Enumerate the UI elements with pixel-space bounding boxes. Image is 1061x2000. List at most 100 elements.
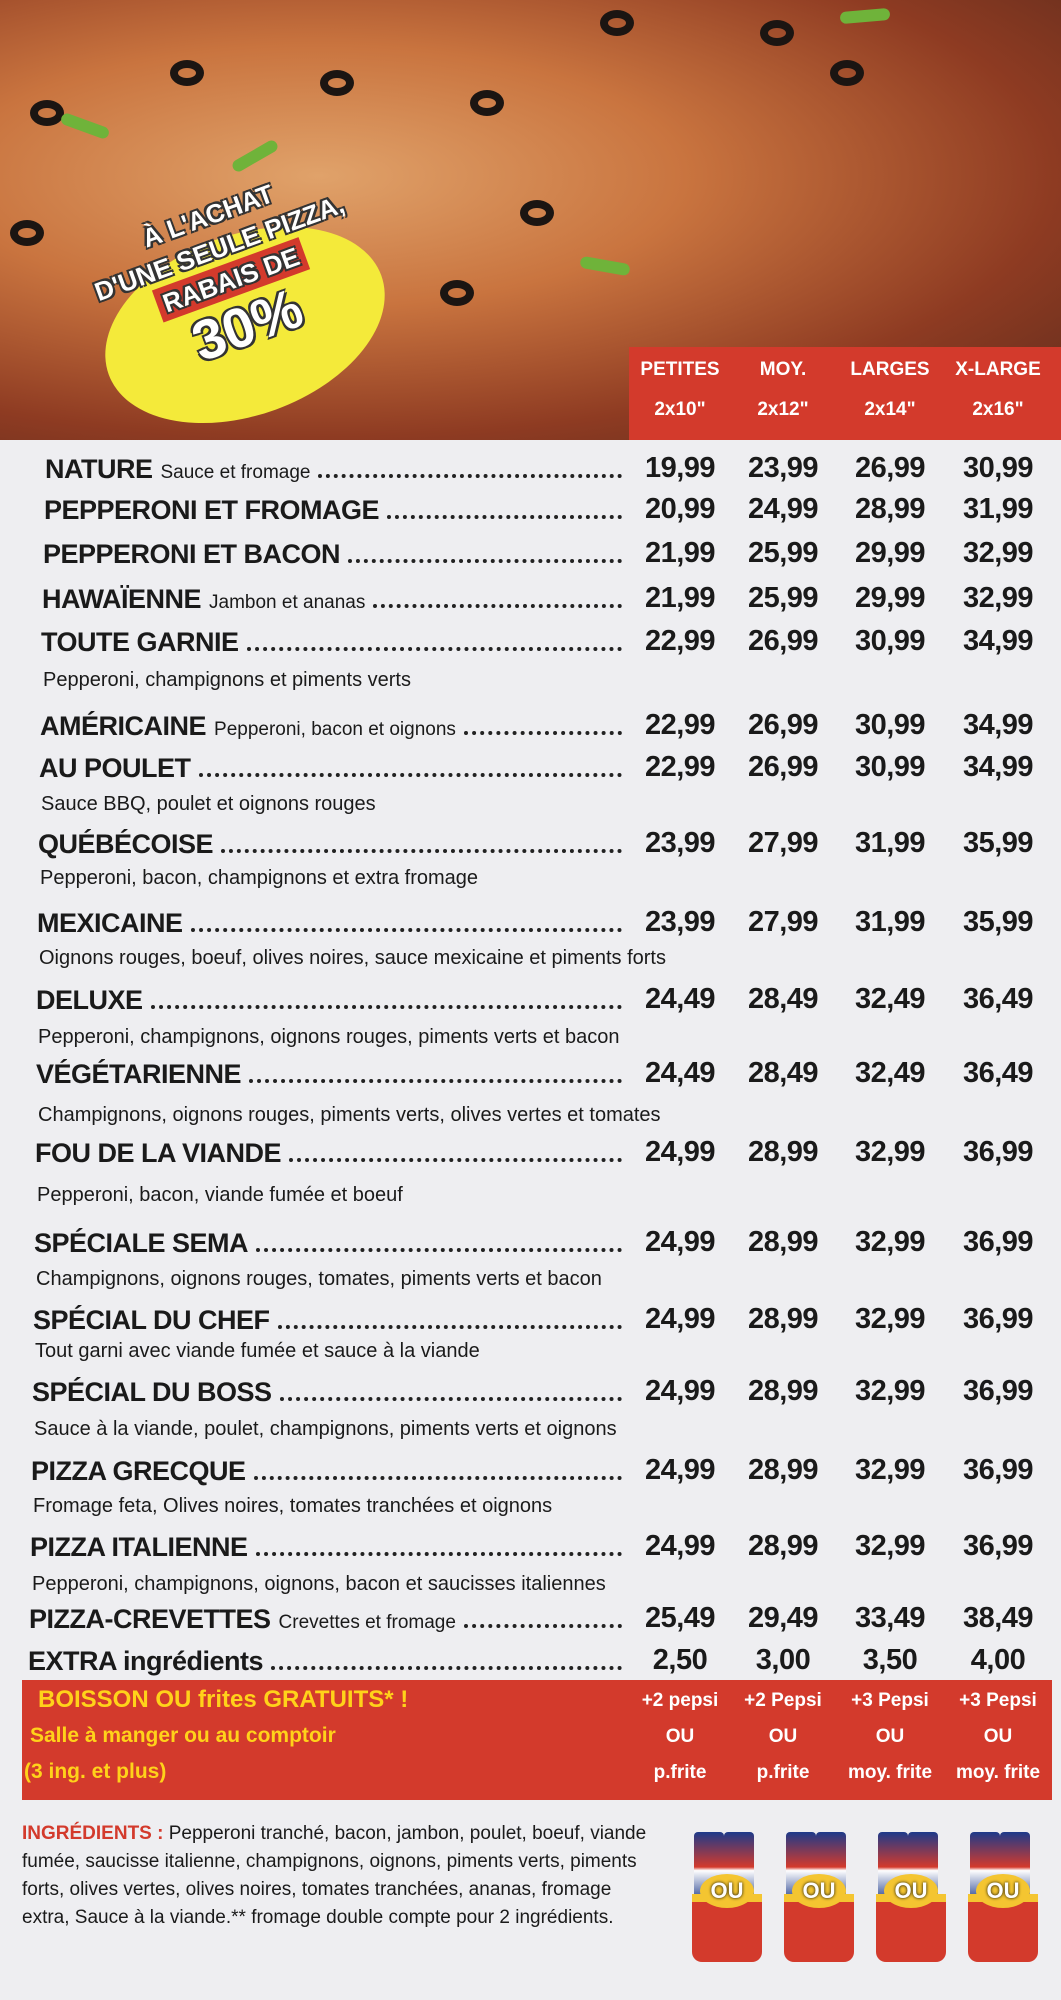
menu-row: MEXICAINE bbox=[37, 908, 628, 939]
leader-dots bbox=[255, 1552, 622, 1557]
price: 2,50 bbox=[652, 1643, 708, 1676]
price: 28,49 bbox=[747, 983, 819, 1016]
menu-row: AMÉRICAINE Pepperoni, bacon et oignons bbox=[40, 711, 628, 742]
price: 19,99 bbox=[644, 451, 716, 484]
menu-row: DELUXE bbox=[36, 985, 628, 1016]
menu-row: VÉGÉTARIENNE bbox=[36, 1059, 628, 1090]
icon-label: OU bbox=[700, 1874, 754, 1908]
price: 3,00 bbox=[755, 1643, 811, 1676]
price: 31,99 bbox=[962, 492, 1034, 525]
price: 34,99 bbox=[962, 751, 1034, 784]
price: 30,99 bbox=[854, 709, 926, 742]
price: 24,99 bbox=[644, 1303, 716, 1336]
price: 26,99 bbox=[747, 751, 819, 784]
leader-dots bbox=[150, 1005, 622, 1010]
item-name: FOU DE LA VIANDE bbox=[35, 1138, 282, 1169]
price: 38,49 bbox=[962, 1601, 1034, 1634]
price: 30,99 bbox=[854, 625, 926, 658]
size-dims: 2x10" bbox=[654, 399, 706, 420]
combo-icon: OU bbox=[782, 1832, 856, 1962]
olive bbox=[30, 100, 64, 126]
price: 34,99 bbox=[962, 625, 1034, 658]
price: 4,00 bbox=[970, 1643, 1026, 1676]
price: 33,49 bbox=[854, 1601, 926, 1634]
item-name: AU POULET bbox=[39, 753, 191, 784]
drink-offer: OU bbox=[768, 1726, 798, 1747]
pepper bbox=[59, 111, 111, 141]
price: 24,99 bbox=[644, 1453, 716, 1486]
item-description: Tout garni avec viande fumée et sauce à … bbox=[35, 1339, 480, 1362]
leader-dots bbox=[253, 1475, 622, 1480]
price: 36,99 bbox=[962, 1303, 1034, 1336]
price: 21,99 bbox=[644, 581, 716, 614]
price: 28,99 bbox=[747, 1530, 819, 1563]
leader-dots bbox=[463, 1623, 622, 1628]
drink-offer: moy. frite bbox=[847, 1762, 933, 1783]
item-description: Fromage feta, Olives noires, tomates tra… bbox=[33, 1495, 553, 1518]
leader-dots bbox=[277, 1325, 622, 1330]
leader-dots bbox=[198, 773, 622, 778]
price: 24,99 bbox=[644, 1225, 716, 1258]
icon-label: OU bbox=[884, 1874, 938, 1908]
drinks-subtitle: Salle à manger ou au comptoir bbox=[30, 1724, 336, 1747]
size-dims: 2x12" bbox=[757, 399, 809, 420]
price: 25,99 bbox=[747, 537, 819, 570]
price: 24,99 bbox=[644, 1136, 716, 1169]
price: 25,49 bbox=[644, 1601, 716, 1634]
item-description: Sauce à la viande, poulet, champignons, … bbox=[34, 1417, 617, 1440]
price: 25,99 bbox=[747, 581, 819, 614]
pepper bbox=[839, 7, 891, 25]
price: 32,49 bbox=[854, 1057, 926, 1090]
size-dims: 2x14" bbox=[864, 399, 916, 420]
item-description: Champignons, oignons rouges, piments ver… bbox=[38, 1103, 661, 1126]
drink-offer: p.frite bbox=[653, 1762, 707, 1783]
size-name: PETITES bbox=[640, 359, 720, 380]
leader-dots bbox=[256, 1247, 622, 1252]
price: 24,99 bbox=[747, 492, 819, 525]
price: 29,49 bbox=[747, 1601, 819, 1634]
drink-offer: OU bbox=[665, 1726, 695, 1747]
price: 31,99 bbox=[854, 826, 926, 859]
price: 36,99 bbox=[962, 1453, 1034, 1486]
item-name: SPÉCIALE SEMA bbox=[34, 1227, 249, 1258]
item-name: NATURE bbox=[45, 453, 153, 484]
price: 30,99 bbox=[854, 751, 926, 784]
olive bbox=[760, 20, 794, 46]
leader-dots bbox=[249, 1079, 622, 1084]
price: 22,99 bbox=[644, 709, 716, 742]
price: 24,49 bbox=[644, 1057, 716, 1090]
drinks-note: (3 ing. et plus) bbox=[24, 1760, 167, 1783]
item-description: Oignons rouges, boeuf, olives noires, sa… bbox=[39, 947, 666, 970]
menu-row: PIZZA-CREVETTES Crevettes et fromage bbox=[29, 1604, 628, 1635]
item-name: DELUXE bbox=[36, 985, 143, 1016]
price: 22,99 bbox=[644, 625, 716, 658]
ingredients-label: INGRÉDIENTS : bbox=[22, 1823, 164, 1844]
price: 3,50 bbox=[862, 1643, 918, 1676]
olive bbox=[600, 10, 634, 36]
drink-offer: +3 Pepsi bbox=[959, 1690, 1037, 1711]
menu-row: PEPPERONI ET FROMAGE bbox=[44, 495, 628, 526]
price: 32,99 bbox=[962, 581, 1034, 614]
item-description: Pepperoni, champignons, oignons rouges, … bbox=[38, 1026, 620, 1049]
item-description: Crevettes et fromage bbox=[278, 1611, 456, 1633]
item-description: Champignons, oignons rouges, tomates, pi… bbox=[36, 1268, 602, 1291]
leader-dots bbox=[271, 1665, 622, 1670]
price: 28,99 bbox=[747, 1374, 819, 1407]
item-name: PIZZA GRECQUE bbox=[31, 1455, 246, 1486]
price: 36,99 bbox=[962, 1136, 1034, 1169]
leader-dots bbox=[373, 603, 622, 608]
item-description: Sauce BBQ, poulet et oignons rouges bbox=[41, 792, 376, 815]
price: 28,99 bbox=[747, 1225, 819, 1258]
price: 20,99 bbox=[644, 492, 716, 525]
drink-offer: OU bbox=[875, 1726, 905, 1747]
price: 32,99 bbox=[854, 1374, 926, 1407]
pizza-photo: À L'ACHAT D'UNE SEULE PIZZA, RABAIS DE 3… bbox=[0, 0, 1061, 440]
item-name: EXTRA ingrédients bbox=[28, 1645, 264, 1676]
price: 36,99 bbox=[962, 1225, 1034, 1258]
menu-row: PIZZA ITALIENNE bbox=[30, 1532, 628, 1563]
price: 32,99 bbox=[962, 537, 1034, 570]
price: 24,49 bbox=[644, 983, 716, 1016]
size-header: PETITES 2x10" MOY. 2x12" LARGES 2x14" X-LARGE 2… bbox=[629, 347, 1061, 440]
price: 32,49 bbox=[854, 983, 926, 1016]
